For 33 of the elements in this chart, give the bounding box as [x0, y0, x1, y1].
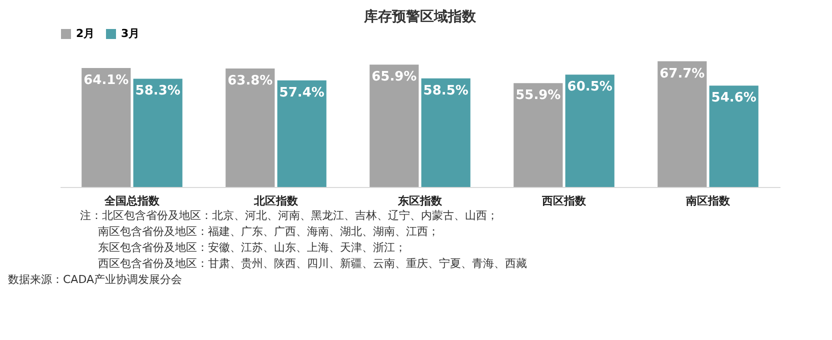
x-tick-label: 南区指数	[685, 194, 731, 208]
x-tick-label: 西区指数	[541, 194, 587, 208]
source-note: 数据来源：CADA产业协调发展分会	[7, 272, 184, 288]
legend-label: 3月	[121, 27, 140, 40]
legend-label: 2月	[76, 27, 95, 40]
bar	[82, 68, 131, 187]
data-label: 65.9%	[372, 70, 417, 85]
data-label: 67.7%	[660, 66, 705, 82]
data-label: 63.8%	[228, 74, 273, 89]
text: 注：北区包含省份及地区：北京、河北、河南、黑龙江、吉林、辽宁、内蒙古、山西；	[79, 208, 499, 224]
data-label: 60.5%	[567, 80, 612, 95]
text: 南区包含省份及地区：福建、广东、广西、海南、湖北、湖南、江西；	[97, 224, 440, 240]
bar	[277, 80, 326, 187]
bar	[658, 61, 707, 187]
bar	[709, 86, 758, 187]
bar	[226, 68, 275, 187]
text: 东区包含省份及地区：安徽、江苏、山东、上海、天津、浙江；	[97, 240, 407, 256]
x-tick-label: 北区指数	[253, 194, 299, 208]
data-label: 58.5%	[423, 83, 468, 98]
data-label: 64.1%	[84, 72, 129, 88]
bar	[421, 78, 470, 187]
data-label: 58.3%	[135, 84, 180, 99]
bar	[133, 78, 182, 187]
bar	[514, 83, 563, 187]
bar	[370, 64, 419, 187]
x-tick-label: 全国总指数	[104, 194, 160, 208]
x-tick-label: 东区指数	[397, 194, 443, 208]
data-label: 57.4%	[279, 85, 324, 100]
chart-title: 库存预警区域指数	[363, 8, 477, 25]
data-label: 55.9%	[516, 88, 561, 104]
text: 西区包含省份及地区：甘肃、贵州、陕西、四川、新疆、云南、重庆、宁夏、青海、西藏	[97, 256, 528, 272]
data-label: 54.6%	[711, 90, 756, 106]
bar	[565, 74, 614, 187]
